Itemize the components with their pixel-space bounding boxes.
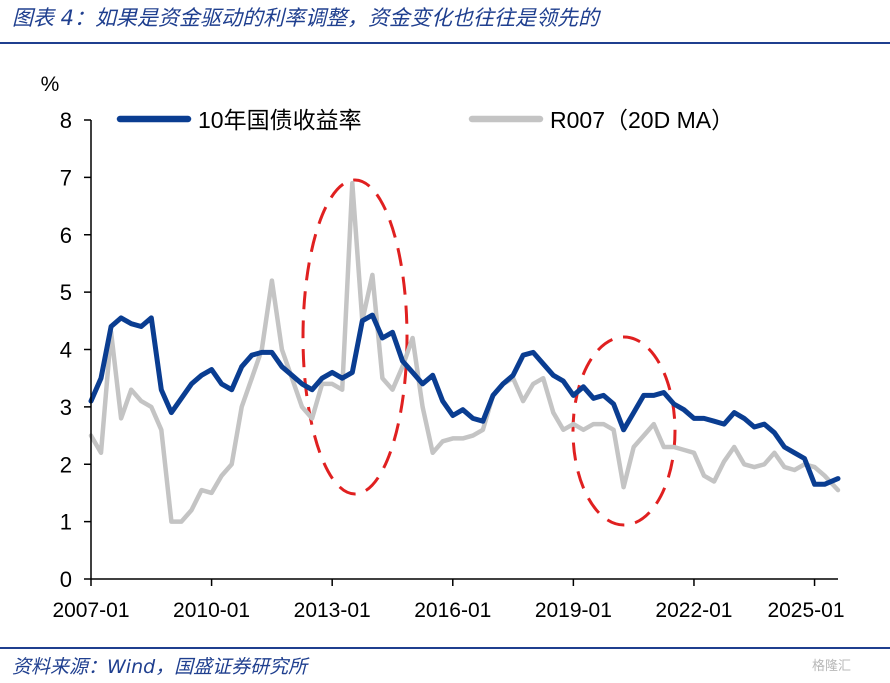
legend-label-bond: 10年国债收益率 xyxy=(198,107,362,133)
x-tick-label: 2016-01 xyxy=(414,599,491,622)
highlight-ellipse-2020 xyxy=(571,335,677,527)
x-tick-label: 2010-01 xyxy=(173,599,250,622)
series-layer xyxy=(88,180,841,524)
x-tick-group: 2007-01 2010-01 2013-01 2016-01 2019-01 2022-… xyxy=(52,579,845,622)
figure-title: 图表 4：如果是资金驱动的利率调整，资金变化也往往是领先的 xyxy=(12,6,600,30)
legend-label-repo: R007（20D MA） xyxy=(550,107,734,133)
y-tick-label: 6 xyxy=(60,223,72,248)
y-tick-label: 5 xyxy=(60,280,72,305)
y-unit-label: % xyxy=(41,73,60,96)
x-tick-label: 2022-01 xyxy=(655,599,732,622)
series-line-bond-yield xyxy=(88,312,841,487)
x-tick-label: 2013-01 xyxy=(294,599,371,622)
y-tick-label: 2 xyxy=(60,452,72,477)
source-note: 资料来源：Wind，国盛证券研究所 xyxy=(12,656,308,678)
annotation-layer xyxy=(301,178,677,527)
y-tick-label: 1 xyxy=(60,510,72,535)
y-tick-label: 4 xyxy=(60,338,72,363)
y-tick-label: 0 xyxy=(60,567,72,592)
x-tick-label: 2025-01 xyxy=(767,599,844,622)
series-line-r007 xyxy=(88,180,841,524)
x-tick-label: 2019-01 xyxy=(535,599,612,622)
y-tick-label: 8 xyxy=(60,108,72,133)
axes-layer xyxy=(90,120,838,580)
watermark-logo: 格隆汇 xyxy=(812,658,852,673)
y-tick-label: 3 xyxy=(60,395,72,420)
footer-rule xyxy=(0,647,890,649)
y-tick-label: 7 xyxy=(60,165,72,190)
highlight-ellipse-2013 xyxy=(301,178,409,496)
legend: 10年国债收益率 R007（20D MA） xyxy=(116,107,734,133)
x-tick-label: 2007-01 xyxy=(52,599,129,622)
title-rule xyxy=(0,42,890,44)
y-tick-group: 0 1 2 3 4 5 6 7 8 xyxy=(60,108,91,592)
